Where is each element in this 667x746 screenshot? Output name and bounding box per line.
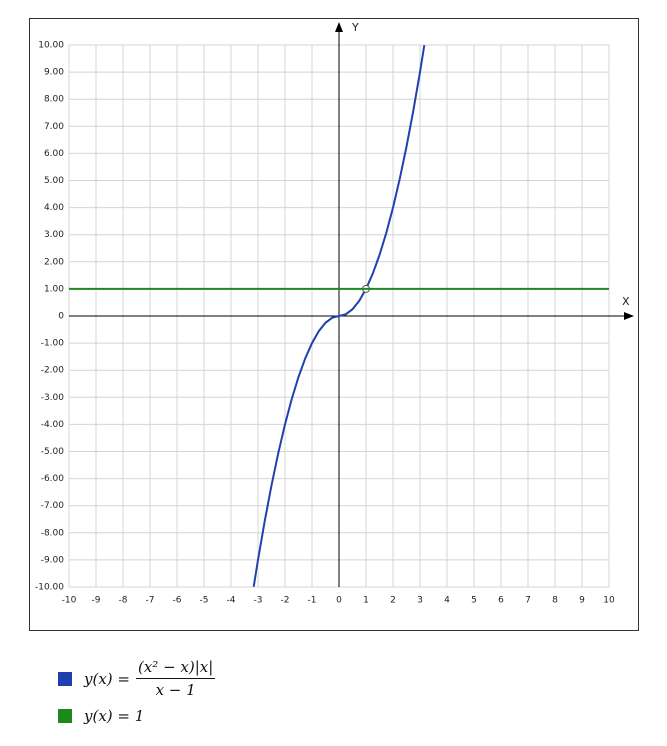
y-tick-label: -2.00 — [41, 366, 65, 376]
x-tick-label: -9 — [92, 596, 101, 606]
x-tick-label: -7 — [146, 596, 155, 606]
y-tick-label: 3.00 — [44, 230, 64, 240]
x-tick-label: 9 — [579, 596, 585, 606]
x-tick-label: 4 — [444, 596, 450, 606]
x-tick-label: -3 — [254, 596, 263, 606]
x-tick-label: -4 — [227, 596, 236, 606]
y-tick-label: 1.00 — [44, 284, 64, 294]
x-tick-label: -6 — [173, 596, 182, 606]
y-tick-label: 5.00 — [44, 176, 64, 186]
legend-item: y(x) = (x² − x)|x| x − 1 — [58, 658, 216, 699]
x-tick-label: -5 — [200, 596, 209, 606]
y-axis-label: Y — [351, 21, 359, 34]
y-tick-label: 7.00 — [44, 122, 64, 132]
x-tick-label: 1 — [363, 596, 369, 606]
x-tick-label: 5 — [471, 596, 477, 606]
y-tick-label: -3.00 — [41, 393, 65, 403]
y-tick-label: -10.00 — [35, 583, 64, 593]
chart: Y X -10 -9 -8 -7 -6 -5 -4 -3 -2 -1 0 1 2 3 4 5 6 7 8 9 10-10… — [29, 18, 639, 631]
x-tick-label: 6 — [498, 596, 504, 606]
y-tick-label: -6.00 — [41, 474, 65, 484]
legend-item: y(x) = 1 — [58, 707, 144, 725]
y-tick-label: 9.00 — [44, 68, 64, 78]
numerator: (x² − x)|x| — [135, 658, 216, 679]
y-tick-label: 2.00 — [44, 257, 64, 267]
x-tick-label: -10 — [62, 596, 77, 606]
series-line — [252, 45, 426, 587]
y-tick-label: -1.00 — [41, 339, 65, 349]
y-tick-label: -5.00 — [41, 447, 65, 457]
x-axis-label: X — [622, 295, 630, 308]
x-tick-label: 0 — [336, 596, 342, 606]
y-tick-label: 10.00 — [38, 41, 64, 51]
x-tick-label: 10 — [603, 596, 615, 606]
x-tick-label: -8 — [119, 596, 128, 606]
x-tick-label: 8 — [552, 596, 558, 606]
y-tick-label: -4.00 — [41, 420, 65, 430]
y-tick-label: -7.00 — [41, 501, 65, 511]
x-tick-label: -2 — [281, 596, 290, 606]
legend-label: y(x) = — [84, 669, 130, 688]
legend-swatch — [58, 709, 72, 723]
x-arrow — [624, 312, 634, 320]
frame — [29, 18, 639, 631]
x-tick-label: 7 — [525, 596, 531, 606]
y-tick-label: 4.00 — [44, 203, 64, 213]
y-tick-label: 8.00 — [44, 95, 64, 105]
y-arrow — [335, 22, 343, 32]
x-tick-label: -1 — [308, 596, 317, 606]
legend-fraction: (x² − x)|x| x − 1 — [135, 658, 216, 699]
y-tick-label: -8.00 — [41, 528, 65, 538]
legend-label: y(x) = 1 — [84, 707, 145, 725]
y-tick-label: -9.00 — [41, 555, 65, 565]
y-tick-label: 0 — [58, 312, 64, 322]
denominator: x − 1 — [155, 681, 196, 699]
legend-swatch — [58, 671, 72, 686]
x-tick-label: 2 — [390, 596, 396, 606]
y-tick-label: 6.00 — [44, 149, 64, 159]
x-tick-label: 3 — [417, 596, 423, 606]
